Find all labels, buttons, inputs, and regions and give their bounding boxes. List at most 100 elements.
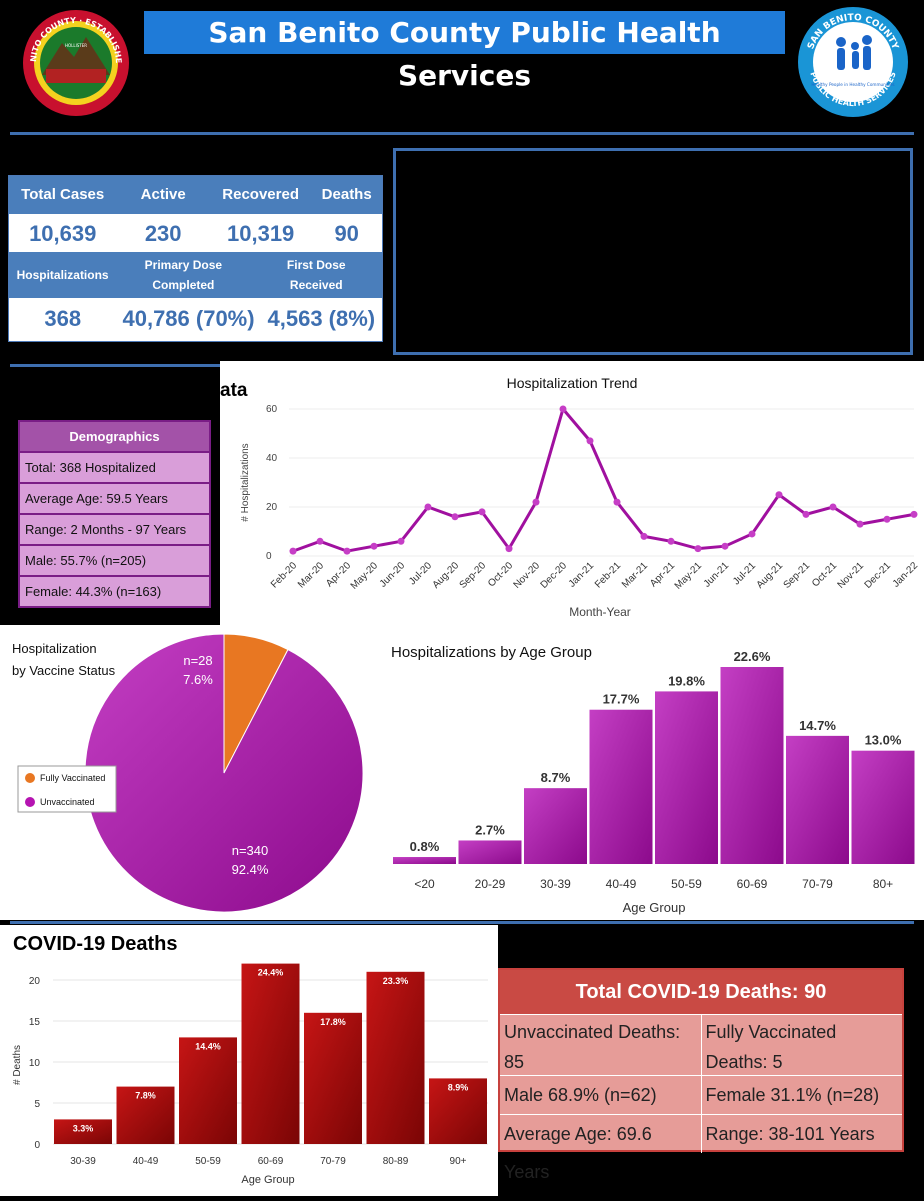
data-point [721,542,729,550]
bar [54,1119,112,1144]
data-point [694,545,702,553]
bar-label: 3.3% [73,1123,94,1133]
stat-header: Deaths [321,186,372,203]
x-tick-label: Nov-20 [512,560,543,591]
stat-value: 368 [44,306,82,331]
bar [655,691,718,864]
stat-header: Recovered [222,186,299,203]
demographics-row: Female: 44.3% (n=163) [25,584,162,599]
x-tick-label: Feb-20 [269,560,299,590]
vaccine-age-panel: Hospitalization by Vaccine Status n=28 7.6%… [0,625,924,920]
x-tick-label: 50-59 [671,877,702,891]
x-tick-label: 40-49 [606,877,637,891]
deaths-table-row: Unvaccinated Deaths: 85 Fully Vaccinated… [500,1014,902,1075]
bar [304,1012,362,1144]
bar [366,971,425,1144]
deaths-table-row: Male 68.9% (n=62) Female 31.1% (n=28) [500,1075,902,1114]
y-tick-label: 10 [29,1058,41,1069]
x-tick-label: Sep-20 [458,560,489,591]
stats-value-row-2: 368 40,786 (70%) 4,563 (8%) [9,298,382,342]
x-tick-label: Mar-21 [620,560,650,590]
y-tick-label: 60 [266,404,278,415]
bar-label: 13.0% [865,733,902,748]
stat-value: 10,319 [227,221,295,246]
x-tick-label: 60-69 [737,877,768,891]
stat-value: 10,639 [29,221,97,246]
pie-label: 92.4% [232,862,269,877]
x-tick-label: 40-49 [133,1156,159,1167]
bar-label: 17.8% [320,1017,346,1027]
stat-value: 40,786 (70%) [122,306,255,331]
data-point [910,510,918,518]
deaths-table-cell: Average Age: 69.6 Years [504,1124,652,1182]
data-point [856,520,864,528]
pie-label: n=340 [232,843,269,858]
x-tick-label: Jun-20 [378,560,408,590]
pie-slice [84,633,364,913]
x-tick-label: Mar-20 [296,560,326,590]
demographics-row: Male: 55.7% (n=205) [20,546,209,577]
series-line [292,405,915,553]
x-tick-label: Sep-21 [782,560,813,591]
bar-label: 2.7% [475,822,505,837]
bar-label: 24.4% [258,968,284,978]
stats-header-row-2: Hospitalizations Primary Dose Completed … [9,252,382,298]
legend-swatch [25,797,35,807]
y-tick-label: 20 [266,502,278,513]
data-point [424,503,432,511]
data-point [451,513,459,521]
deaths-table-cell: Unvaccinated Deaths: 85 [504,1022,681,1072]
x-tick-label: Nov-21 [836,560,867,591]
stats-value-row: 10,639 230 10,319 90 [9,214,382,252]
info-frame [393,148,913,355]
x-tick-label: May-20 [349,560,381,592]
data-point [343,547,351,555]
deaths-table-row: Average Age: 69.6 Years Range: 38-101 Ye… [500,1114,903,1182]
bar-label: 17.7% [603,692,640,707]
bar-label: 8.7% [541,770,571,785]
legend-label: Unvaccinated [40,797,95,807]
y-tick-label: 15 [29,1017,41,1028]
bar-label: 19.8% [668,673,705,688]
bar-label: 14.7% [799,718,836,733]
data-point [559,405,567,413]
stat-value: 90 [334,221,359,246]
x-tick-label: Oct-20 [486,560,515,589]
stat-header: Total Cases [21,186,105,203]
x-tick-label: Aug-21 [755,560,786,591]
legend-swatch [25,773,35,783]
bar-label: 23.3% [383,976,409,986]
data-point [289,547,297,555]
data-point [505,545,513,553]
demographics-title: Demographics [20,422,209,453]
chart-title: by Vaccine Status [12,663,116,678]
chart-title: COVID-19 Deaths [13,933,178,955]
bar-label: 22.6% [734,649,771,664]
deaths-summary-table: Total COVID-19 Deaths: 90 Unvaccinated D… [498,968,904,1182]
x-axis-label: Age Group [623,900,686,915]
demographics-row: Average Age: 59.5 Years [20,484,209,515]
data-point [748,530,756,538]
demographics-row: Range: 2 Months - 97 Years [20,515,209,546]
data-point [667,537,675,545]
deaths-table-cell: Range: 38-101 Years [700,1115,903,1153]
bar [458,840,522,864]
deaths-chart-panel: COVID-19 Deaths 0 5 10 15 20 # Deaths 3.3% 30-39… [0,925,498,1196]
x-tick-label: Feb-21 [593,560,623,590]
x-tick-label: 80-89 [383,1156,409,1167]
x-axis-label: Month-Year [569,605,631,619]
section-title-fragment: ata [220,380,248,401]
bar [589,709,653,864]
x-tick-label: 30-39 [70,1156,96,1167]
x-tick-label: 80+ [873,877,893,891]
bar [429,1078,487,1144]
demographics-row: Total: 368 Hospitalized [20,453,209,484]
hospitalization-trend-chart: Hospitalization Trend 0 20 40 60 # Hospitaliz… [240,375,920,619]
bar [116,1086,175,1144]
deaths-table-cell: Fully Vaccinated Deaths: 5 [700,1015,903,1075]
divider [10,921,914,924]
x-tick-label: Dec-20 [539,560,570,591]
x-tick-label: Dec-21 [863,560,894,591]
stats-header-row: Total Cases Active Recovered Deaths [9,176,382,214]
stat-header: Hospitalizations [16,268,109,282]
